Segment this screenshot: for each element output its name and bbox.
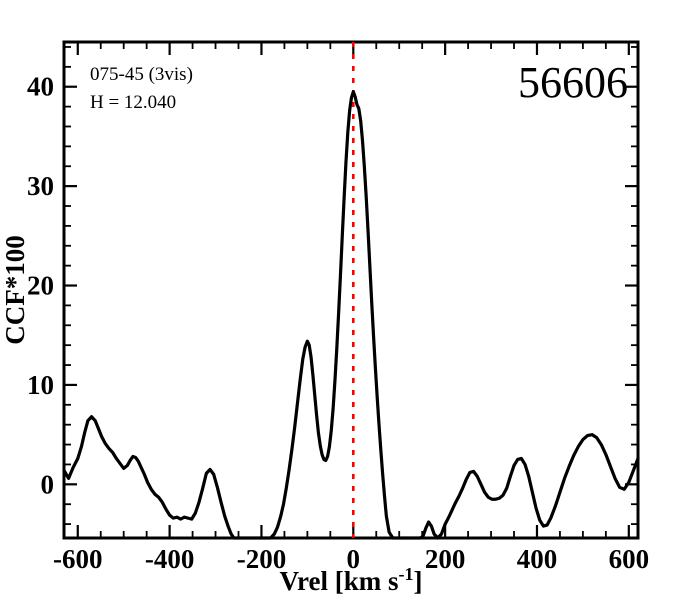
y-tick-label: 20 [27, 271, 54, 301]
object-id-annotation: 075-45 (3vis) [90, 64, 193, 85]
x-axis-tick-labels: -600 -400 -200 0 200 400 600 [53, 544, 649, 574]
y-tick-label: 30 [27, 171, 54, 201]
y-tick-label: 10 [27, 370, 54, 400]
y-axis-tick-labels: 0 10 20 30 40 [27, 72, 54, 500]
epoch-label: 56606 [518, 58, 628, 107]
y-tick-label: 0 [41, 469, 55, 499]
x-tick-label: -600 [53, 544, 103, 574]
x-axis-title-bracket: ] [413, 566, 422, 596]
x-tick-label: -400 [145, 544, 195, 574]
y-tick-label: 40 [27, 72, 54, 102]
x-tick-label: 400 [517, 544, 558, 574]
x-tick-label: 600 [609, 544, 650, 574]
y-axis-title: CCF*100 [0, 235, 30, 345]
magnitude-annotation: H = 12.040 [90, 92, 176, 113]
major-tick-marks [64, 42, 638, 538]
x-tick-label: -200 [237, 544, 287, 574]
x-axis-title: Vrel [km s-1] [280, 564, 423, 596]
minor-tick-marks [64, 42, 638, 538]
x-tick-label: 200 [425, 544, 466, 574]
plot-frame-box [62, 40, 640, 540]
x-axis-title-exponent: -1 [398, 564, 413, 584]
x-axis-title-main: Vrel [km s [280, 566, 399, 596]
x-tick-label: 0 [347, 544, 361, 574]
ccf-data-curve [62, 90, 640, 540]
